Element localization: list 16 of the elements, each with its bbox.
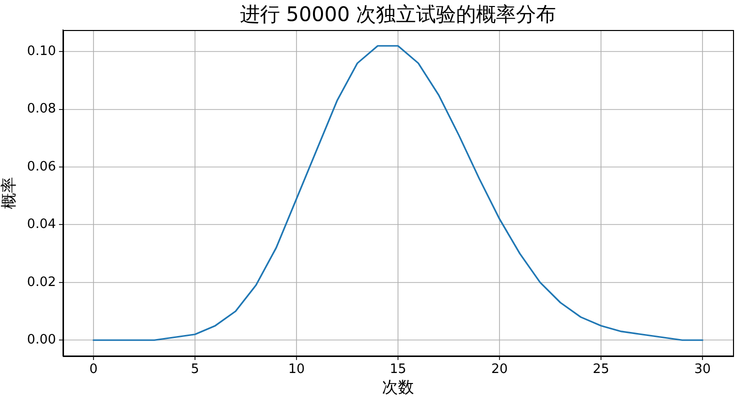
x-tick-label: 30 [694, 362, 711, 378]
x-axis-title: 次数 [382, 378, 414, 397]
y-tick-label: 0.02 [27, 274, 56, 290]
y-tick-label: 0.04 [27, 217, 56, 232]
x-tick-label: 25 [592, 362, 610, 378]
y-tick-label: 0.06 [27, 159, 56, 174]
chart-title: 进行 50000 次独立试验的概率分布 [240, 2, 556, 26]
y-axis-title: 概率 [0, 177, 18, 209]
x-tick-label: 20 [491, 362, 508, 378]
x-tick-label: 15 [390, 362, 406, 378]
x-tick-label: 0 [89, 362, 98, 378]
x-tick-label: 10 [288, 362, 305, 378]
y-tick-label: 0.00 [27, 332, 56, 348]
y-tick-label: 0.08 [27, 102, 56, 117]
x-tick-label: 5 [190, 362, 200, 378]
y-tick-label: 0.10 [27, 44, 56, 60]
